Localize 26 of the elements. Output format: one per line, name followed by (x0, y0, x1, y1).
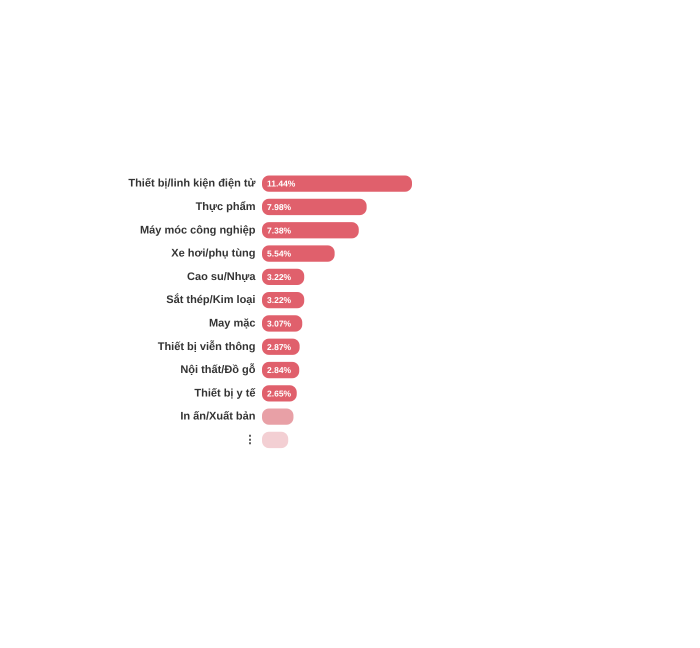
data-label: 3.22% (267, 295, 292, 306)
data-label: 7.98% (267, 202, 292, 212)
data-label: 3.22% (267, 272, 292, 282)
y-tick-label: Sắt thép/Kim loại (166, 293, 256, 306)
y-tick-label: Xe hơi/phụ tùng (171, 248, 256, 260)
y-tick-label: Thiết bị/linh kiện điện tử (128, 178, 256, 190)
bar (262, 175, 412, 192)
data-label: 3.07% (267, 318, 292, 328)
y-tick-label: Cao su/Nhựa (187, 270, 256, 283)
data-label: 2.84% (267, 365, 292, 376)
data-label: 11.44% (267, 178, 296, 189)
y-tick-label: Thực phẩm (196, 200, 256, 213)
y-tick-label: Máy móc công nghiệp (140, 224, 256, 236)
data-label: 2.65% (267, 388, 292, 398)
y-tick-label: Thiết bị viễn thông (158, 340, 256, 353)
data-label: 5.54% (267, 248, 292, 259)
bar (262, 198, 367, 216)
data-label: 2.87% (267, 342, 292, 352)
y-tick-label: ⋮ (244, 434, 256, 446)
y-tick-label: Thiết bị y tế (194, 387, 256, 400)
bar (262, 222, 359, 238)
bar (262, 245, 335, 262)
y-tick-label: In ấn/Xuất bản (180, 410, 256, 423)
y-tick-label: May mặc (209, 317, 256, 330)
y-tick-label: Nội thất/Đồ gỗ (180, 363, 256, 376)
data-label: 7.38% (267, 225, 292, 236)
